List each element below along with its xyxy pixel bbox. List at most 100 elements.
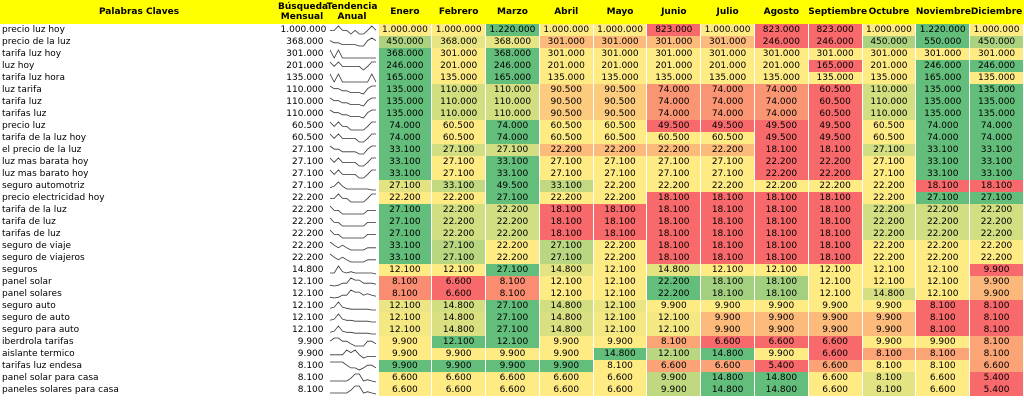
month-cell: 9.900 bbox=[808, 324, 863, 336]
month-cell: 22.200 bbox=[862, 192, 917, 204]
month-cell: 90.500 bbox=[593, 84, 648, 96]
month-cell: 9.900 bbox=[646, 300, 702, 312]
month-cell: 27.100 bbox=[539, 168, 594, 180]
month-cell: 8.100 bbox=[915, 312, 971, 324]
month-cell: 27.100 bbox=[485, 312, 540, 324]
month-cell: 110.000 bbox=[431, 108, 487, 120]
month-cell: 74.000 bbox=[485, 132, 540, 144]
month-cell: 12.100 bbox=[754, 264, 809, 276]
month-cell: 550.000 bbox=[915, 36, 971, 48]
keyword-cell: tarifa luz hoy bbox=[0, 48, 279, 60]
keyword-cell: tarifa luz hora bbox=[0, 72, 279, 84]
month-cell: 6.600 bbox=[378, 384, 433, 396]
keyword-cell: seguro de viajeros bbox=[0, 252, 279, 264]
sparkline bbox=[329, 349, 376, 359]
month-cell: 90.500 bbox=[539, 96, 594, 108]
month-cell: 22.200 bbox=[862, 252, 917, 264]
month-cell: 74.000 bbox=[700, 108, 755, 120]
month-cell: 823.000 bbox=[754, 24, 809, 36]
month-cell: 301.000 bbox=[539, 36, 594, 48]
month-cell: 60.500 bbox=[808, 96, 863, 108]
sparkline bbox=[329, 241, 376, 251]
header-cell: Julio bbox=[700, 0, 755, 24]
month-cell: 22.200 bbox=[485, 216, 540, 228]
month-cell: 74.000 bbox=[646, 84, 702, 96]
trend-cell bbox=[326, 108, 379, 120]
sparkline bbox=[329, 121, 376, 131]
monthly-cell: 27.100 bbox=[278, 144, 327, 156]
sparkline bbox=[329, 229, 376, 239]
trend-cell bbox=[326, 120, 379, 132]
month-cell: 33.100 bbox=[485, 156, 540, 168]
month-cell: 9.900 bbox=[700, 324, 755, 336]
monthly-cell: 301.000 bbox=[278, 48, 327, 60]
month-cell: 22.200 bbox=[969, 228, 1024, 240]
month-cell: 9.900 bbox=[969, 276, 1024, 288]
month-cell: 9.900 bbox=[378, 348, 433, 360]
table-row: tarifa luz 110.000 135.000 110.000 110.000 90… bbox=[0, 96, 1024, 108]
trend-line bbox=[329, 97, 376, 107]
trend-cell bbox=[326, 192, 379, 204]
month-cell: 18.100 bbox=[808, 228, 863, 240]
month-cell: 9.900 bbox=[378, 360, 433, 372]
month-cell: 8.100 bbox=[969, 336, 1024, 348]
month-cell: 12.100 bbox=[915, 276, 971, 288]
month-cell: 8.100 bbox=[862, 348, 917, 360]
month-cell: 27.100 bbox=[862, 168, 917, 180]
table-row: precio electricidad hoy 22.200 22.200 22.20… bbox=[0, 192, 1024, 204]
month-cell: 135.000 bbox=[593, 72, 648, 84]
table-row: el precio de la luz 27.100 33.100 27.100 27.… bbox=[0, 144, 1024, 156]
month-cell: 135.000 bbox=[862, 72, 917, 84]
monthly-cell: 22.200 bbox=[278, 216, 327, 228]
month-cell: 18.100 bbox=[915, 180, 971, 192]
month-cell: 1.000.000 bbox=[378, 24, 433, 36]
month-cell: 301.000 bbox=[700, 36, 755, 48]
month-cell: 22.200 bbox=[539, 192, 594, 204]
month-cell: 165.000 bbox=[808, 60, 863, 72]
month-cell: 18.100 bbox=[754, 288, 809, 300]
monthly-cell: 368.000 bbox=[278, 36, 327, 48]
month-cell: 110.000 bbox=[485, 84, 540, 96]
month-cell: 74.000 bbox=[700, 84, 755, 96]
month-cell: 12.100 bbox=[593, 264, 648, 276]
month-cell: 22.200 bbox=[808, 180, 863, 192]
month-cell: 301.000 bbox=[862, 48, 917, 60]
trend-line bbox=[329, 133, 376, 143]
month-cell: 12.100 bbox=[808, 288, 863, 300]
sparkline bbox=[329, 313, 376, 323]
month-cell: 18.100 bbox=[700, 252, 755, 264]
monthly-cell: 27.100 bbox=[278, 156, 327, 168]
month-cell: 110.000 bbox=[862, 108, 917, 120]
monthly-cell: 60.500 bbox=[278, 132, 327, 144]
keyword-cell: panel solar para casa bbox=[0, 372, 279, 384]
month-cell: 165.000 bbox=[378, 72, 433, 84]
month-cell: 1.220.000 bbox=[915, 24, 971, 36]
month-cell: 18.100 bbox=[808, 216, 863, 228]
month-cell: 9.900 bbox=[862, 300, 917, 312]
month-cell: 9.900 bbox=[754, 324, 809, 336]
month-cell: 14.800 bbox=[700, 348, 755, 360]
month-cell: 74.000 bbox=[646, 96, 702, 108]
trend-cell bbox=[326, 348, 379, 360]
trend-cell bbox=[326, 48, 379, 60]
month-cell: 14.800 bbox=[539, 300, 594, 312]
month-cell: 18.100 bbox=[700, 216, 755, 228]
monthly-cell: 8.100 bbox=[278, 360, 327, 372]
table-row: panel solar 12.100 8.100 6.600 8.100 12.100 12… bbox=[0, 276, 1024, 288]
sparkline bbox=[329, 289, 376, 299]
month-cell: 22.200 bbox=[862, 240, 917, 252]
month-cell: 201.000 bbox=[754, 60, 809, 72]
table-row: panel solar para casa 8.100 6.600 6.600 6.60… bbox=[0, 372, 1024, 384]
month-cell: 22.200 bbox=[593, 252, 648, 264]
month-cell: 1.000.000 bbox=[593, 24, 648, 36]
month-cell: 12.100 bbox=[646, 348, 702, 360]
month-cell: 6.600 bbox=[593, 384, 648, 396]
month-cell: 49.500 bbox=[754, 120, 809, 132]
keyword-cell: seguro de viaje bbox=[0, 240, 279, 252]
month-cell: 9.900 bbox=[485, 360, 540, 372]
month-cell: 12.100 bbox=[646, 324, 702, 336]
monthly-cell: 22.200 bbox=[278, 192, 327, 204]
month-cell: 74.000 bbox=[378, 132, 433, 144]
month-cell: 246.000 bbox=[969, 60, 1024, 72]
